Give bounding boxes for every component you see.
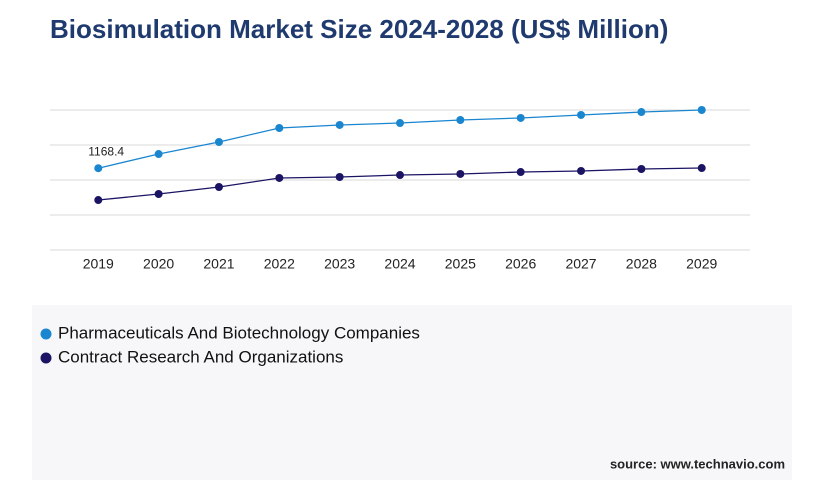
legend-marker (40, 352, 52, 364)
x-tick-label: 2023 (324, 256, 355, 272)
x-tick-label: 2019 (83, 256, 114, 272)
data-point (396, 119, 404, 128)
data-point (275, 173, 284, 182)
x-tick-label: 2024 (384, 256, 415, 272)
data-point (697, 106, 706, 114)
x-tick-label: 2026 (505, 256, 536, 272)
data-point (94, 164, 103, 173)
legend-label: Pharmaceuticals And Biotechnology Compan… (58, 323, 420, 342)
data-point (154, 190, 163, 198)
legend-label: Contract Research And Organizations (58, 347, 343, 366)
data-point (637, 108, 646, 117)
x-tick-label: 2020 (143, 256, 174, 272)
data-point (516, 168, 525, 177)
data-point (697, 164, 706, 173)
data-point (214, 183, 223, 191)
data-point (275, 123, 284, 132)
source: source: www.technavio.com (610, 456, 785, 471)
data-point (396, 171, 404, 180)
x-tick-label: 2025 (445, 256, 476, 272)
data-point (335, 172, 344, 181)
data-point (456, 169, 465, 178)
x-tick-label: 2022 (264, 256, 295, 272)
data-point (214, 137, 223, 146)
data-point (456, 116, 465, 125)
x-tick-label: 2028 (626, 256, 657, 272)
x-tick-label: 2021 (203, 256, 234, 272)
data-point (637, 165, 646, 174)
data-point (577, 166, 586, 175)
legend-panel (32, 305, 792, 480)
chart-title: Biosimulation Market Size 2024-2028 (US$… (50, 14, 668, 44)
x-tick-label: 2029 (686, 256, 717, 272)
data-point (516, 113, 525, 122)
data-point (94, 196, 103, 205)
data-point (335, 120, 344, 129)
data-label: 1168.4 (88, 144, 124, 158)
x-tick-label: 2027 (565, 256, 596, 272)
data-point (154, 150, 163, 159)
data-point (577, 110, 586, 119)
legend-marker (40, 328, 52, 340)
